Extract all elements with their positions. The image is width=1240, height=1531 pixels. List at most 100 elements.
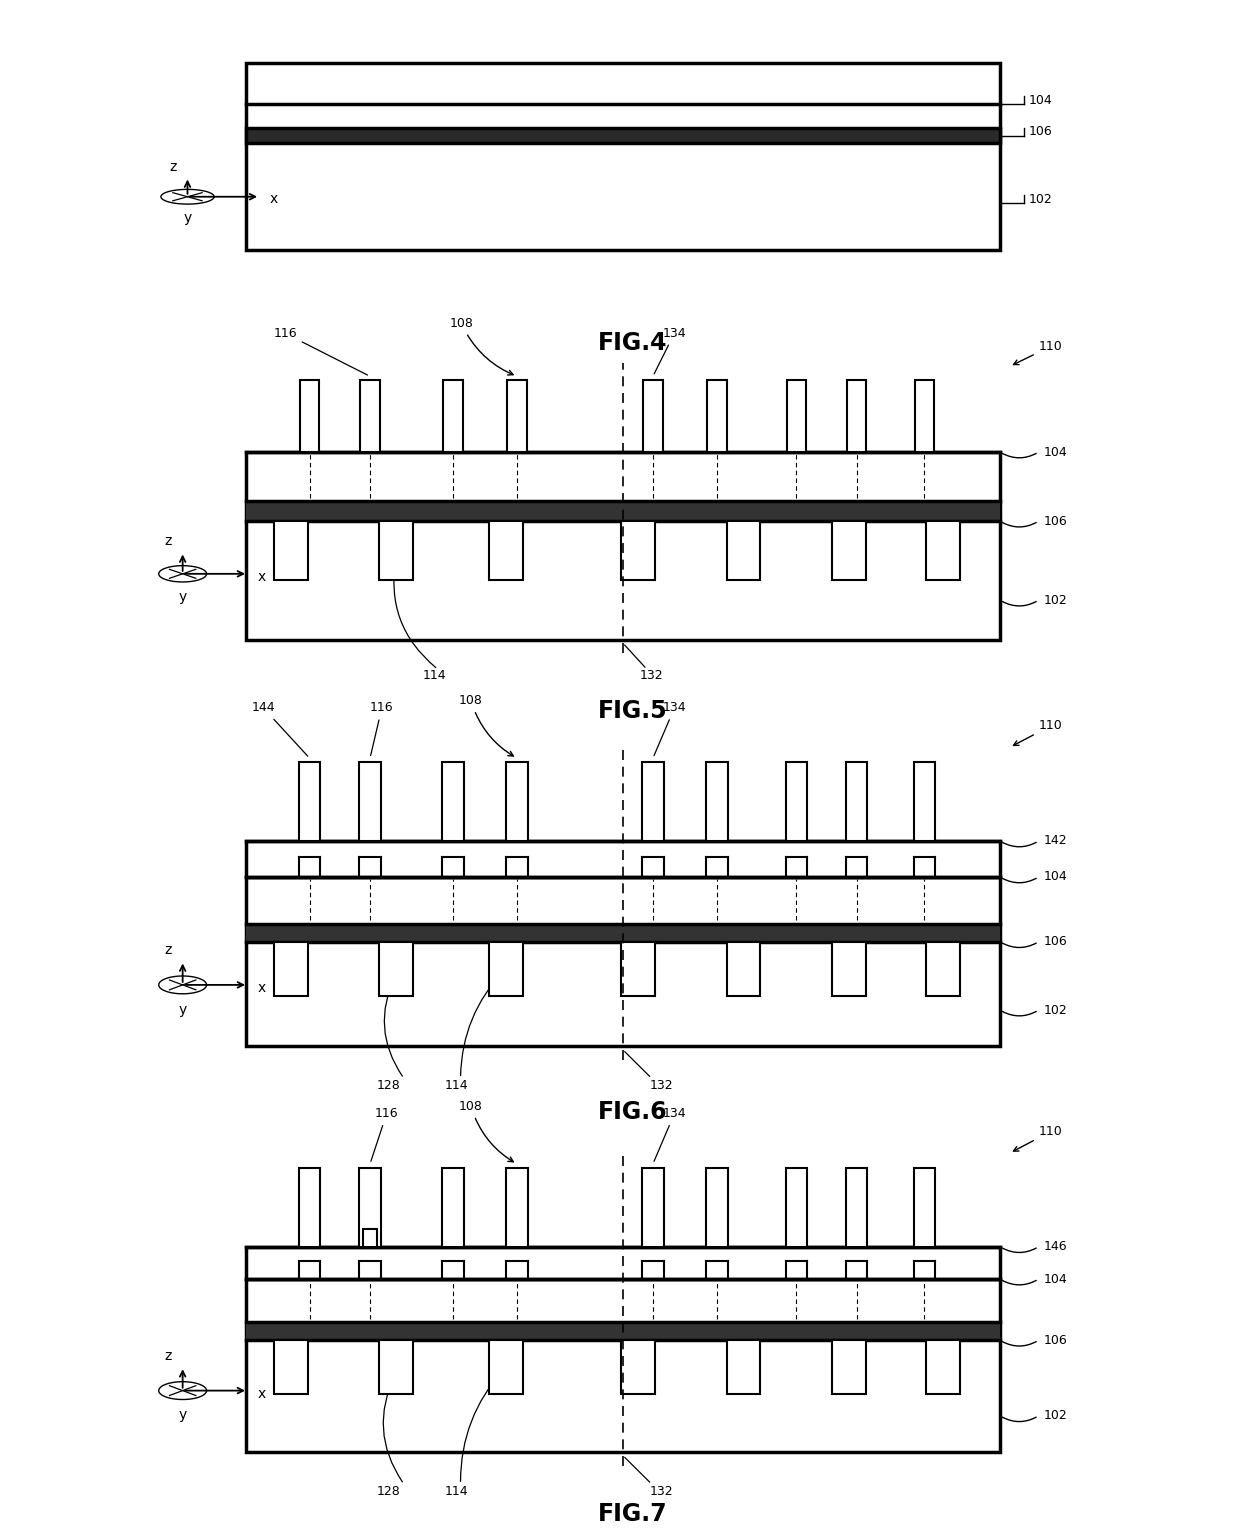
Bar	[360, 762, 381, 841]
Text: 116: 116	[371, 1107, 398, 1162]
Bar	[379, 521, 413, 580]
Bar	[727, 1340, 760, 1395]
Text: 142: 142	[1044, 834, 1068, 848]
Bar	[926, 521, 960, 580]
Text: z: z	[165, 534, 172, 548]
Text: 102: 102	[1044, 1410, 1068, 1422]
Text: x: x	[258, 570, 265, 585]
Bar	[847, 380, 867, 452]
Bar	[274, 521, 308, 580]
Text: x: x	[258, 1387, 265, 1401]
Text: 102: 102	[1029, 193, 1053, 205]
Text: 110: 110	[1013, 340, 1063, 364]
Text: 146: 146	[1044, 1240, 1068, 1254]
Bar	[786, 762, 807, 841]
Text: 116: 116	[273, 326, 367, 375]
Text: 108: 108	[459, 1099, 513, 1162]
Text: 106: 106	[1044, 1334, 1068, 1347]
Text: FIG.5: FIG.5	[598, 700, 667, 723]
Text: 144: 144	[252, 701, 308, 756]
Bar	[832, 1340, 866, 1395]
Text: 128: 128	[377, 1485, 401, 1497]
Text: z: z	[165, 1349, 172, 1363]
Text: y: y	[184, 211, 192, 225]
Bar	[274, 942, 308, 995]
Bar	[246, 877, 999, 1046]
Text: 108: 108	[449, 317, 513, 375]
Text: 104: 104	[1044, 446, 1068, 458]
Text: y: y	[179, 1003, 187, 1017]
Bar	[379, 942, 413, 995]
Bar	[506, 762, 528, 841]
Bar	[489, 1340, 523, 1395]
Bar	[246, 63, 999, 250]
Bar	[506, 1168, 528, 1246]
Bar	[915, 380, 934, 452]
Bar	[621, 942, 655, 995]
Bar	[379, 1340, 413, 1395]
Bar	[642, 762, 663, 841]
Bar	[489, 942, 523, 995]
Text: 114: 114	[423, 669, 446, 683]
Bar	[926, 942, 960, 995]
Text: z: z	[165, 943, 172, 957]
Text: 102: 102	[1044, 1004, 1068, 1017]
Bar	[786, 1168, 807, 1246]
Bar	[246, 502, 999, 521]
Bar	[246, 1278, 999, 1451]
Bar	[489, 521, 523, 580]
Bar	[832, 942, 866, 995]
Text: 134: 134	[653, 1107, 686, 1162]
Text: 132: 132	[640, 669, 663, 683]
Bar	[707, 380, 727, 452]
Bar	[246, 1323, 999, 1340]
Bar	[727, 521, 760, 580]
Bar	[621, 1340, 655, 1395]
Bar	[707, 1168, 728, 1246]
Text: 110: 110	[1013, 720, 1063, 746]
Bar	[727, 942, 760, 995]
Text: 106: 106	[1044, 935, 1068, 948]
Bar	[914, 1168, 935, 1246]
Text: 110: 110	[1013, 1125, 1063, 1151]
Text: x: x	[258, 981, 265, 995]
Bar	[300, 380, 320, 452]
Text: 106: 106	[1029, 126, 1053, 138]
Bar	[299, 1168, 320, 1246]
Text: z: z	[170, 159, 176, 175]
Text: 132: 132	[650, 1485, 673, 1497]
Text: 128: 128	[377, 1079, 401, 1092]
Text: 106: 106	[1044, 514, 1068, 528]
Text: 134: 134	[655, 326, 686, 374]
Text: 104: 104	[1029, 93, 1053, 107]
Bar	[362, 1229, 377, 1246]
Bar	[832, 521, 866, 580]
Bar	[621, 521, 655, 580]
Bar	[274, 1340, 308, 1395]
Bar	[644, 380, 662, 452]
Bar	[246, 923, 999, 942]
Bar	[361, 380, 379, 452]
Text: 104: 104	[1044, 871, 1068, 883]
Bar	[786, 380, 806, 452]
Bar	[246, 1246, 999, 1278]
Bar	[246, 841, 999, 877]
Text: FIG.6: FIG.6	[598, 1099, 667, 1124]
Bar	[360, 1168, 381, 1246]
Bar	[642, 1168, 663, 1246]
Text: 134: 134	[653, 701, 686, 756]
Bar	[926, 1340, 960, 1395]
Bar	[246, 452, 999, 640]
Text: 108: 108	[459, 694, 513, 756]
Bar	[846, 1168, 867, 1246]
Text: 102: 102	[1044, 594, 1068, 606]
Bar	[299, 762, 320, 841]
Bar	[443, 1168, 464, 1246]
Text: y: y	[179, 589, 187, 605]
Bar	[444, 380, 463, 452]
Text: 132: 132	[650, 1079, 673, 1092]
Bar	[246, 129, 999, 144]
Bar	[443, 762, 464, 841]
Text: y: y	[179, 1409, 187, 1422]
Text: FIG.7: FIG.7	[598, 1502, 667, 1526]
